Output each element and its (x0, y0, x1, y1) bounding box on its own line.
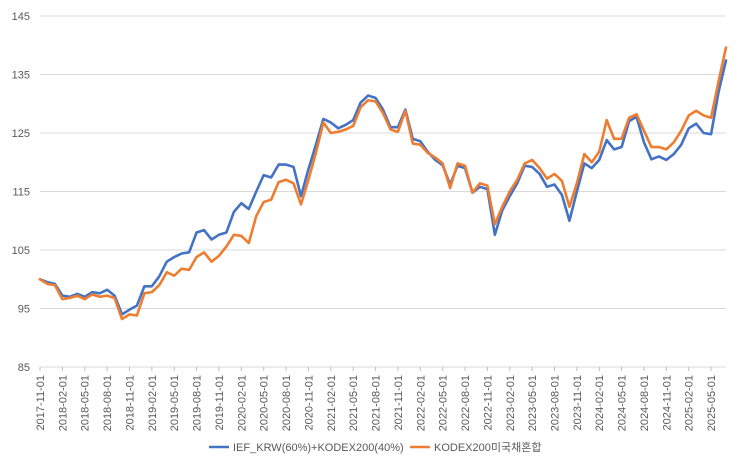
legend-label: KODEX200미국채혼합 (434, 441, 541, 454)
x-axis: 2017-11-01 2018-02-01 2018-05-01 2018-08-01… (35, 367, 718, 431)
x-tick-label: 2021-08-01 (371, 375, 383, 431)
x-tick-label: 2018-02-01 (57, 375, 69, 431)
x-tick-label: 2019-08-01 (192, 375, 204, 431)
y-tick-label: 135 (12, 70, 30, 82)
x-tick-label: 2021-02-01 (326, 375, 338, 431)
x-tick-label: 2018-05-01 (80, 375, 92, 431)
x-tick-label: 2022-02-01 (415, 375, 427, 431)
x-tick-label: 2023-11-01 (572, 375, 584, 430)
x-tick-label: 2025-05-01 (706, 375, 718, 431)
x-tick-label: 2023-05-01 (527, 375, 539, 431)
y-tick-label: 105 (12, 245, 30, 257)
gridlines (40, 15, 726, 368)
x-tick-label: 2018-08-01 (102, 375, 114, 431)
x-tick-label: 2020-11-01 (303, 375, 315, 430)
x-tick-label: 2020-08-01 (281, 375, 293, 431)
x-tick-label: 2022-05-01 (438, 375, 450, 431)
x-tick-label: 2020-02-01 (236, 375, 248, 431)
series-line-1 (38, 59, 728, 316)
x-tick-label: 2020-05-01 (259, 375, 271, 431)
y-tick-label: 125 (12, 128, 30, 140)
x-tick-label: 2019-05-01 (169, 375, 181, 431)
x-tick-label: 2021-05-01 (348, 375, 360, 431)
x-tick-label: 2019-02-01 (147, 375, 159, 431)
x-tick-label: 2024-08-01 (639, 375, 651, 431)
y-tick-label: 95 (18, 304, 30, 316)
y-tick-label: 85 (18, 362, 30, 374)
legend-label: IEF_KRW(60%)+KODEX200(40%) (233, 442, 404, 454)
x-tick-label: 2021-11-01 (393, 375, 405, 430)
x-tick-label: 2025-02-01 (684, 375, 696, 431)
x-tick-label: 2023-02-01 (505, 375, 517, 431)
x-tick-label: 2024-02-01 (594, 375, 606, 431)
y-tick-label: 145 (12, 11, 30, 23)
x-tick-label: 2017-11-01 (35, 375, 47, 430)
legend: IEF_KRW(60%)+KODEX200(40%) KODEX200미국채혼합 (209, 441, 541, 454)
x-tick-label: 2019-11-01 (214, 375, 226, 430)
series-line-2 (38, 46, 728, 321)
x-tick-label: 2022-11-01 (482, 375, 494, 430)
x-tick-label: 2023-08-01 (550, 375, 562, 431)
y-tick-label: 115 (12, 187, 30, 199)
x-tick-label: 2022-08-01 (460, 375, 472, 431)
x-tick-label: 2018-11-01 (124, 375, 136, 430)
y-axis: 85 95 105 115 125 135 145 (12, 11, 30, 374)
x-tick-label: 2024-05-01 (617, 375, 629, 431)
x-tick-label: 2024-11-01 (661, 375, 673, 430)
series-lines (38, 46, 728, 321)
